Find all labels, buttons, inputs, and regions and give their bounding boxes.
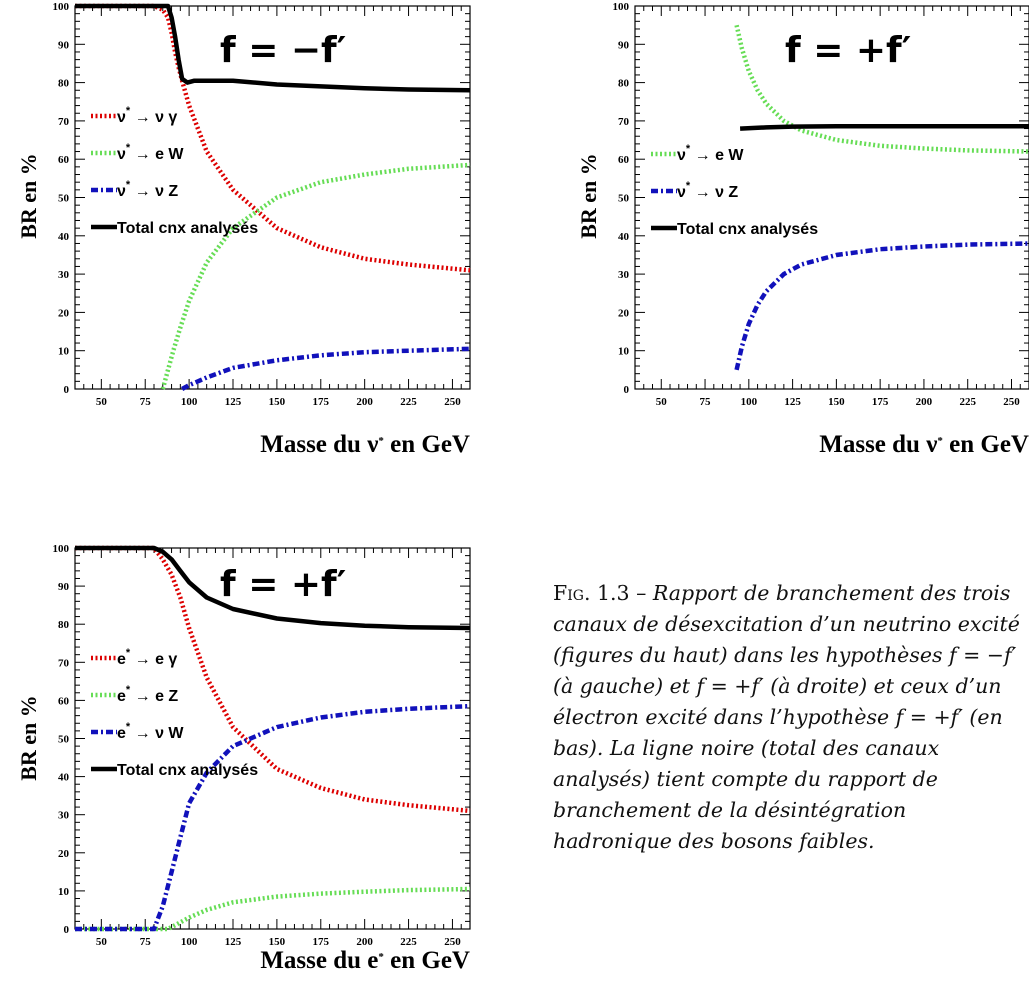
series-line-1 [160,162,471,390]
x-tick-label: 150 [269,936,286,948]
y-tick-label: 70 [618,116,630,128]
y-tick-label: 80 [58,78,70,90]
y-tick-label: 60 [58,154,70,166]
y-tick-label: 10 [58,886,70,898]
y-tick-label: 80 [58,619,70,631]
y-tick-label: 50 [58,193,70,205]
x-tick-label: 150 [828,396,845,408]
y-tick-label: 30 [618,269,630,281]
x-tick-label: 75 [700,396,712,408]
y-tick-label: 100 [53,1,70,13]
y-tick-label: 0 [64,384,70,396]
plot-top-right: 0 10 20 30 40 50 60 70 80 90 100 50 75 100 125 150 175 20… [560,0,1029,470]
series-line-3 [75,545,471,631]
x-tick-label: 100 [741,396,758,408]
x-tick-label: 50 [96,936,108,948]
x-tick-label: 200 [356,396,373,408]
y-tick-label: 40 [618,231,630,243]
y-tick-label: 90 [618,39,630,51]
y-tick-label: 90 [58,39,70,51]
plot-bottom-left: 0 10 20 30 40 50 60 70 80 90 100 50 75 100 125 150 175 20… [0,538,480,985]
x-tick-label: 175 [872,396,889,408]
legend-label-0: e* → e γ [117,647,177,668]
x-tick-label: 100 [181,396,198,408]
x-tick-label: 200 [916,396,933,408]
series-line-2 [739,124,1029,131]
series-line-2 [75,703,471,932]
series-line-1 [734,241,1029,371]
plot-top-left: 0 10 20 30 40 50 60 70 80 90 100 50 75 100 125 150 175 20… [0,0,480,470]
x-axis-label: Masse du ν* en GeV [819,431,1029,458]
x-tick-label: 75 [140,396,152,408]
figure-caption: Fig. 1.3 – Rapport de branchement des tr… [553,578,1023,857]
x-axis-label: Masse du e* en GeV [260,947,470,974]
y-tick-label: 90 [58,581,70,593]
y-tick-label: 10 [58,346,70,358]
legend-label-2: e* → ν W [117,721,184,742]
y-tick-label: 30 [58,269,70,281]
legend-label-1: ν* → ν Z [677,180,738,201]
series-line-3 [75,3,471,93]
x-tick-label: 225 [400,396,417,408]
chart-svg-top-left: 0 10 20 30 40 50 60 70 80 90 100 50 75 100 125 150 175 20… [16,1,471,458]
legend-label-2: ν* → ν Z [117,179,178,200]
x-tick-label: 50 [96,396,108,408]
y-tick-label: 0 [64,924,70,936]
series-line-1 [75,886,471,932]
y-tick-label: 40 [58,231,70,243]
x-tick-label: 75 [140,936,152,948]
y-tick-label: 30 [58,810,70,822]
x-tick-label: 175 [313,936,330,948]
x-tick-label: 250 [444,936,461,948]
y-axis-label: BR en % [16,695,41,781]
y-tick-label: 100 [613,1,630,13]
legend-label-1: ν* → e W [117,142,184,163]
y-tick-label: 70 [58,116,70,128]
x-tick-label: 125 [225,936,242,948]
series-line-0 [75,3,471,273]
x-axis-label: Masse du ν* en GeV [260,431,470,458]
x-tick-label: 50 [656,396,668,408]
x-tick-label: 250 [444,396,461,408]
x-tick-label: 100 [181,936,198,948]
legend-label-3: Total cnx analysés [117,220,258,237]
chart-svg-top-right: 0 10 20 30 40 50 60 70 80 90 100 50 75 100 125 150 175 20… [576,1,1029,458]
y-tick-label: 100 [53,543,70,555]
y-tick-label: 20 [58,848,70,860]
caption-label: Fig. 1.3 – [553,581,647,605]
x-tick-label: 125 [784,396,801,408]
caption-text: Rapport de branchement des trois canaux … [553,581,1020,853]
legend-label-0: ν* → ν γ [117,105,177,126]
y-tick-label: 50 [618,193,630,205]
annotation-label: f = +f′ [220,564,346,605]
y-tick-label: 20 [58,307,70,319]
y-tick-label: 10 [618,346,630,358]
y-axis-label: BR en % [16,153,41,239]
legend-label-2: Total cnx analysés [677,221,818,238]
y-tick-label: 20 [618,307,630,319]
x-tick-label: 250 [1003,396,1020,408]
x-tick-label: 225 [400,936,417,948]
y-axis-label: BR en % [576,153,601,239]
y-tick-label: 70 [58,657,70,669]
annotation-label: f = +f′ [785,30,911,71]
x-tick-label: 225 [959,396,976,408]
legend-label-0: ν* → e W [677,143,744,164]
y-tick-label: 80 [618,78,630,90]
y-tick-label: 50 [58,734,70,746]
legend-label-1: e* → e Z [117,684,178,705]
legend-label-3: Total cnx analysés [117,762,258,779]
y-tick-label: 60 [618,154,630,166]
y-tick-label: 40 [58,772,70,784]
x-tick-label: 175 [313,396,330,408]
x-tick-label: 150 [269,396,286,408]
y-tick-label: 0 [624,384,630,396]
y-tick-label: 60 [58,695,70,707]
annotation-label: f = −f′ [220,30,346,71]
series-line-2 [181,346,471,391]
chart-svg-bottom-left: 0 10 20 30 40 50 60 70 80 90 100 50 75 100 125 150 175 20… [16,543,471,974]
x-tick-label: 200 [356,936,373,948]
x-tick-label: 125 [225,396,242,408]
